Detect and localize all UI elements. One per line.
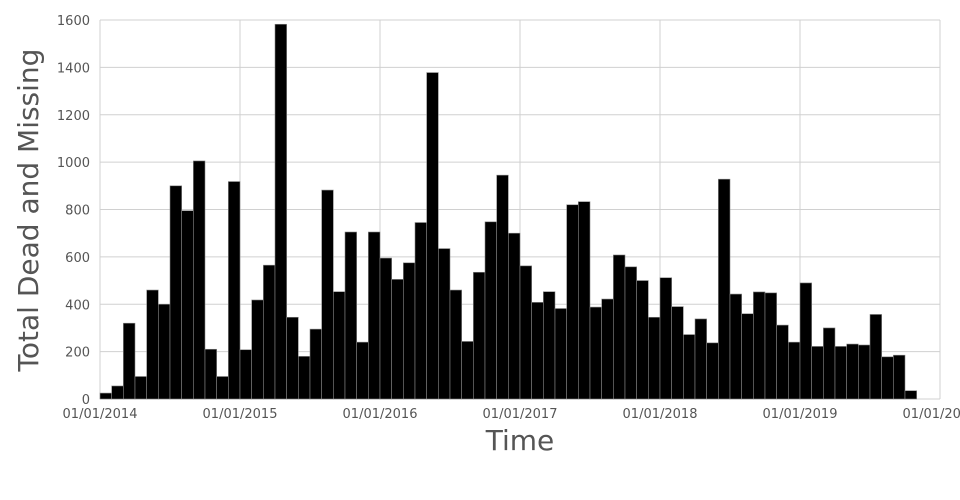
bar	[683, 334, 696, 400]
bar	[893, 354, 906, 400]
bars	[99, 23, 917, 400]
bar	[461, 341, 474, 400]
bar	[123, 322, 136, 400]
x-tick-label: 01/01/2016	[343, 407, 418, 422]
x-tick-label: 01/01/2015	[203, 407, 278, 422]
bar	[753, 291, 766, 400]
bar	[519, 265, 532, 400]
bar	[799, 282, 812, 400]
bar	[403, 262, 416, 400]
bar	[764, 292, 777, 400]
bar	[496, 174, 509, 400]
bar	[333, 291, 346, 400]
bar	[111, 385, 124, 400]
x-tick-label: 01/01/2014	[63, 407, 138, 422]
y-tick-label: 0	[82, 393, 90, 408]
bar	[904, 390, 917, 400]
bar	[543, 291, 556, 400]
bar	[624, 266, 637, 400]
y-tick-label: 400	[65, 298, 90, 313]
bar	[706, 342, 719, 400]
bar	[881, 356, 894, 400]
bar	[473, 271, 486, 400]
y-tick-label: 600	[65, 251, 90, 266]
x-tick-label: 01/01/2020	[903, 407, 960, 422]
bar	[601, 298, 614, 400]
bar	[146, 289, 159, 400]
bar	[309, 328, 322, 400]
bar	[263, 264, 276, 400]
bar	[729, 293, 742, 400]
bar	[344, 231, 357, 400]
bar	[788, 341, 801, 400]
bar	[531, 302, 544, 400]
y-axis-label: Total Dead and Missing	[12, 49, 45, 373]
x-axis-label: Time	[485, 424, 555, 457]
y-tick-label: 200	[65, 346, 90, 361]
bar	[648, 316, 661, 400]
bar	[566, 204, 579, 400]
bar	[858, 344, 871, 400]
bar	[554, 308, 567, 400]
bar	[239, 349, 252, 400]
y-tick-label: 1600	[57, 14, 90, 29]
bar	[449, 289, 462, 400]
bar	[438, 248, 451, 400]
bar	[811, 346, 824, 400]
bar	[274, 23, 287, 400]
x-tick-label: 01/01/2019	[763, 407, 838, 422]
bar	[216, 376, 229, 400]
bar	[659, 277, 672, 400]
y-tick-label: 800	[65, 204, 90, 219]
y-tick-label: 1200	[57, 109, 90, 124]
y-axis-ticks: 0 200 400 600 800 1000 1200 1400 1600	[57, 14, 90, 408]
bar	[379, 257, 392, 400]
bar	[356, 341, 369, 400]
bar	[251, 299, 264, 400]
bar	[414, 222, 427, 400]
bar	[193, 160, 206, 400]
bar	[228, 181, 241, 400]
bar	[776, 324, 789, 400]
bar	[578, 201, 591, 400]
bar	[169, 185, 182, 400]
x-axis-ticks: 01/01/2014 01/01/2015 01/01/2016 01/01/2017…	[63, 407, 960, 422]
bar	[846, 343, 859, 400]
bar	[589, 306, 602, 400]
bar	[694, 318, 707, 400]
bar	[718, 178, 731, 400]
bar	[181, 210, 194, 400]
bar	[426, 72, 439, 400]
bar	[613, 254, 626, 400]
bar	[869, 314, 882, 400]
bar	[321, 189, 334, 400]
bar	[158, 303, 171, 400]
bar	[671, 306, 684, 400]
y-tick-label: 1400	[57, 61, 90, 76]
bar	[204, 348, 217, 400]
bar	[484, 221, 497, 400]
bar	[298, 356, 311, 400]
bar	[823, 327, 836, 400]
bar	[134, 376, 147, 400]
bar	[391, 279, 404, 400]
x-tick-label: 01/01/2017	[483, 407, 558, 422]
bar	[741, 313, 754, 400]
bar	[368, 231, 381, 400]
y-tick-label: 1000	[57, 156, 90, 171]
x-tick-label: 01/01/2018	[623, 407, 698, 422]
bar	[834, 346, 847, 400]
bar	[636, 280, 649, 400]
bar	[508, 232, 521, 400]
bar	[99, 392, 112, 400]
bar	[286, 316, 299, 400]
